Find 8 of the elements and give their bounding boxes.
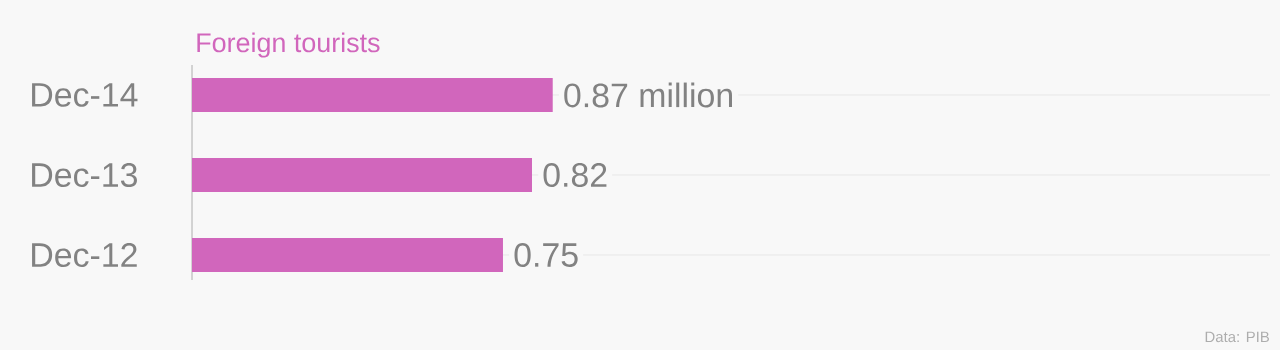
y-tick-label: Dec-14 xyxy=(32,83,138,107)
chart-title: Foreign tourists xyxy=(197,32,380,58)
y-tick-label: Dec-12 xyxy=(32,243,137,267)
y-tick-label: Dec-13 xyxy=(32,163,137,187)
data-label: 0.82 xyxy=(543,163,607,187)
data-label: 0.75 xyxy=(514,243,578,267)
text: Data: PIB xyxy=(1205,331,1270,343)
data-label: 0.87 million xyxy=(564,82,732,108)
